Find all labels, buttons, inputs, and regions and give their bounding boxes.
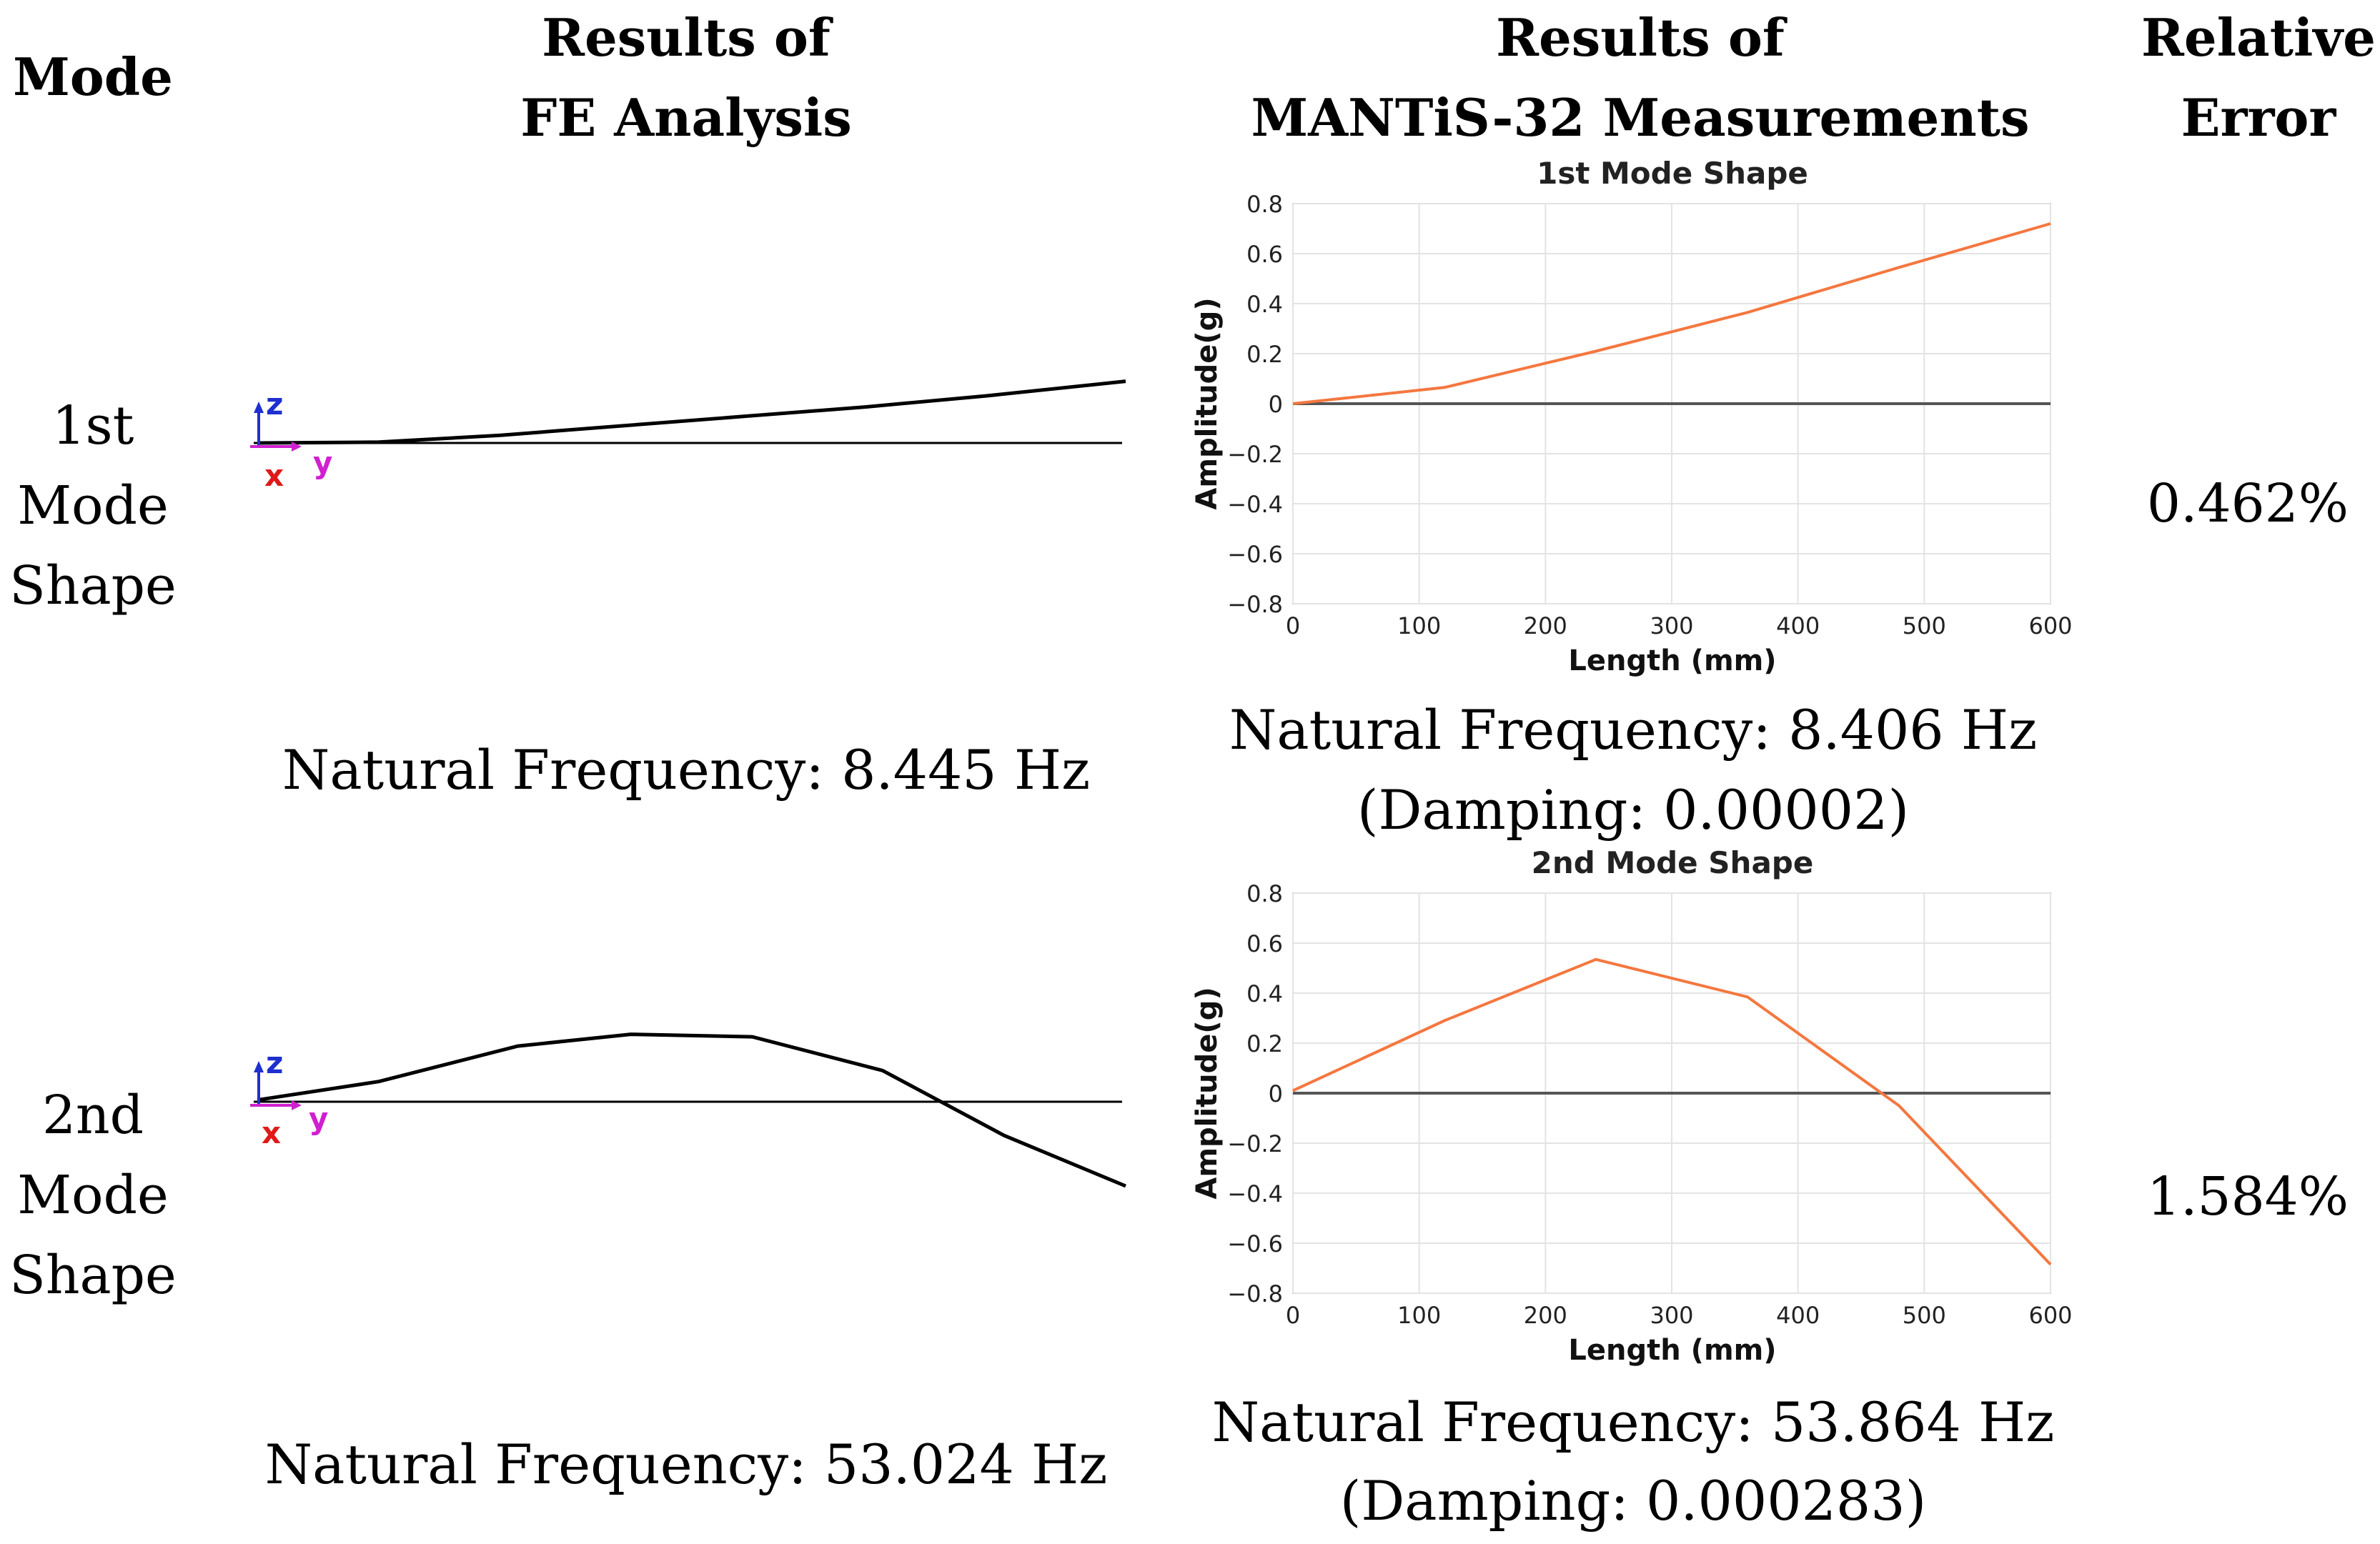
row1-label-line1: 1st — [51, 395, 134, 457]
fe1-y-arrowhead-icon — [292, 442, 302, 452]
chart1-xtick-label: 500 — [1903, 612, 1946, 639]
chart1-xtick-label: 100 — [1397, 612, 1441, 639]
meas2-damping: (Damping: 0.000283) — [1339, 1469, 1927, 1533]
chart2-ytick-label: −0.2 — [1227, 1130, 1283, 1157]
meas1-damping: (Damping: 0.00002) — [1357, 778, 1910, 842]
chart2-ytick-label: 0.4 — [1246, 980, 1283, 1007]
fe2-deflection-curve — [257, 1032, 1126, 1188]
fe1-frequency: Natural Frequency: 8.445 Hz — [282, 738, 1091, 802]
fe2-axis-triad: z x y — [250, 1045, 328, 1150]
chart1-title: 1st Mode Shape — [1537, 156, 1808, 191]
fe2-frequency: Natural Frequency: 53.024 Hz — [264, 1433, 1108, 1496]
chart2-series-line — [1292, 957, 2052, 1266]
chart1-xtick-label: 400 — [1776, 612, 1820, 639]
chart2-xtick-label: 500 — [1903, 1302, 1946, 1329]
chart1-xtick-label: 200 — [1524, 612, 1567, 639]
chart1-ytick-label: −0.6 — [1227, 541, 1283, 568]
chart1-ytick-label: −0.2 — [1227, 441, 1283, 468]
chart1-xtick-label: 0 — [1286, 612, 1300, 639]
row2-label-line1: 2nd — [41, 1085, 144, 1146]
header-error-line2: Error — [2181, 87, 2336, 148]
fe1-axis-triad: z x y — [250, 387, 332, 493]
chart2-ytick-label: −0.8 — [1227, 1280, 1283, 1308]
chart2-ytick-label: −0.4 — [1227, 1180, 1283, 1207]
chart2-xtick-label: 400 — [1776, 1302, 1820, 1329]
fe2-y-arrowhead-icon — [292, 1100, 302, 1110]
row2-label-line2: Mode — [17, 1165, 169, 1226]
chart2-ytick-label: 0.2 — [1246, 1030, 1283, 1057]
chart2-ytick-label: 0.6 — [1246, 930, 1283, 957]
chart1-ytick-label: 0.2 — [1246, 341, 1283, 368]
measurement-chart-2: 0.8 0.6 0.4 0.2 0 −0.2 −0.4 −0.6 −0.8 0 100 200 300… — [1191, 845, 2073, 1367]
chart2-title: 2nd Mode Shape — [1532, 845, 1814, 880]
row1-label-line3: Shape — [9, 555, 177, 617]
measurement-chart-1: 0.8 0.6 0.4 0.2 0 −0.2 −0.4 −0.6 −0.8 0 100 200 300… — [1191, 156, 2073, 677]
header-error-line1: Relative — [2141, 7, 2376, 68]
header-meas-line2: MANTiS-32 Measurements — [1251, 87, 2030, 148]
chart1-ytick-label: −0.8 — [1227, 591, 1283, 618]
chart1-ylabel: Amplitude(g) — [1191, 297, 1224, 509]
fe1-z-arrowhead-icon — [254, 402, 264, 413]
chart2-ytick-label: 0.8 — [1246, 880, 1283, 907]
header-fe-line1: Results of — [542, 7, 830, 68]
fe2-z-arrowhead-icon — [254, 1061, 264, 1072]
chart1-ytick-label: −0.4 — [1227, 491, 1283, 518]
chart1-ytick-label: 0.8 — [1246, 191, 1283, 218]
chart2-ytick-label: −0.6 — [1227, 1230, 1283, 1257]
row1-relative-error: 0.462% — [2146, 473, 2349, 534]
fe2-x-label: x — [262, 1115, 281, 1150]
chart1-ytick-label: 0.6 — [1246, 241, 1283, 268]
fe2-y-label: y — [309, 1101, 328, 1136]
fe1-y-label: y — [313, 445, 332, 480]
row2-label-line3: Shape — [9, 1245, 177, 1306]
row2-relative-error: 1.584% — [2146, 1166, 2349, 1227]
meas2-frequency: Natural Frequency: 53.864 Hz — [1211, 1390, 2055, 1454]
row2-mode-label: 2nd Mode Shape — [0, 1075, 186, 1315]
chart2-xtick-label: 200 — [1524, 1302, 1567, 1329]
meas1-frequency: Natural Frequency: 8.406 Hz — [1229, 698, 2038, 762]
row1-mode-label: 1st Mode Shape — [0, 386, 186, 626]
chart1-ytick-label: 0.4 — [1246, 291, 1283, 318]
fe-shape-2: z x y — [250, 1032, 1126, 1188]
chart1-xlabel: Length (mm) — [1568, 644, 1776, 677]
header-mode: Mode — [13, 46, 173, 107]
fe2-z-label: z — [266, 1045, 283, 1080]
chart1-series-line — [1292, 222, 2051, 405]
chart1-xtick-label: 300 — [1650, 612, 1693, 639]
chart2-xtick-label: 0 — [1286, 1302, 1300, 1329]
chart2-ylabel: Amplitude(g) — [1191, 987, 1224, 1199]
chart2-xtick-label: 600 — [2028, 1302, 2072, 1329]
row1-label-line2: Mode — [17, 475, 169, 537]
header-fe-line2: FE Analysis — [520, 87, 852, 148]
fe1-deflection-curve — [257, 379, 1126, 445]
chart1-xtick-label: 600 — [2028, 612, 2072, 639]
fe-shape-1: z x y — [250, 379, 1126, 493]
chart2-xtick-label: 100 — [1397, 1302, 1441, 1329]
fe1-z-label: z — [266, 387, 283, 422]
fe1-x-label: x — [264, 458, 284, 493]
header-meas-line1: Results of — [1496, 7, 1785, 68]
chart2-xlabel: Length (mm) — [1568, 1334, 1776, 1367]
chart2-ytick-label: 0 — [1269, 1080, 1283, 1107]
chart1-ytick-label: 0 — [1269, 391, 1283, 418]
chart2-xtick-label: 300 — [1650, 1302, 1693, 1329]
